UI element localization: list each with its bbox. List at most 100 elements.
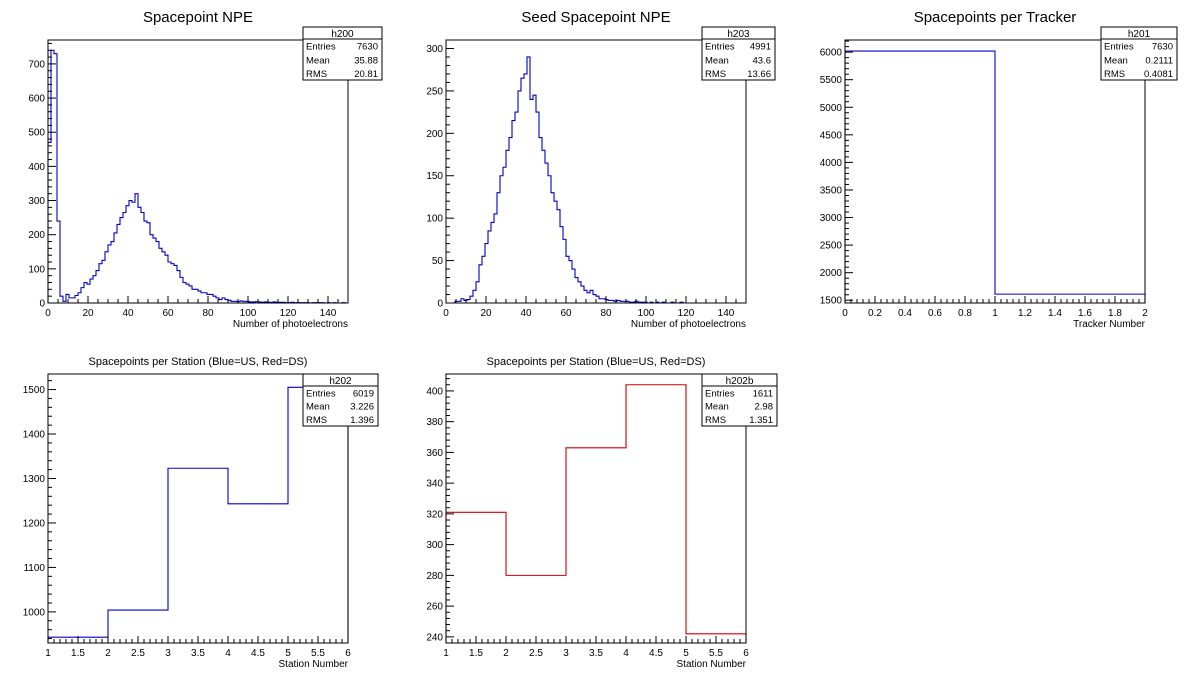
y-tick-label: 300 — [426, 44, 443, 55]
histogram-line — [47, 386, 349, 643]
plot-frame — [445, 373, 747, 644]
y-tick-label: 5000 — [820, 103, 843, 114]
stats-value: 7630 — [357, 42, 378, 53]
x-tick-label: 100 — [240, 308, 257, 319]
x-tick-label: 0 — [45, 308, 51, 319]
y-tick-label: 200 — [426, 129, 443, 140]
stats-label: Entries — [705, 388, 735, 399]
y-tick-label: 0 — [437, 299, 443, 310]
x-tick-label: 60 — [560, 308, 572, 319]
x-tick-label: 2 — [503, 648, 509, 659]
x-tick-label: 0.8 — [958, 308, 972, 319]
stats-label: Mean — [306, 55, 330, 66]
stats-value: 0.2111 — [1145, 55, 1173, 66]
x-tick-label: 0.6 — [928, 308, 942, 319]
y-tick-label: 250 — [426, 86, 443, 97]
y-tick-label: 5500 — [820, 75, 843, 86]
stats-label: Mean — [306, 402, 330, 413]
y-tick-label: 340 — [426, 479, 443, 490]
x-tick-label: 1 — [992, 308, 998, 319]
stats-value: 3.226 — [350, 402, 374, 413]
x-tick-label: 3 — [563, 648, 569, 659]
stats-label: Entries — [705, 42, 735, 53]
x-tick-label: 20 — [82, 308, 94, 319]
stats-histogram-name: h202b — [726, 376, 754, 387]
y-tick-label: 50 — [432, 256, 444, 267]
y-tick-label: 1100 — [23, 563, 45, 574]
stats-box-frame — [701, 373, 778, 427]
y-tick-label: 3000 — [820, 213, 843, 224]
x-tick-label: 0 — [443, 308, 449, 319]
x-tick-label: 4 — [225, 648, 231, 659]
y-tick-label: 400 — [28, 162, 45, 173]
x-tick-label: 140 — [718, 308, 735, 319]
x-tick-label: 6 — [743, 648, 749, 659]
x-tick-label: 80 — [600, 308, 612, 319]
x-tick-label: 6 — [345, 648, 351, 659]
x-tick-label: 1 — [443, 648, 449, 659]
stats-histogram-name: h200 — [331, 29, 354, 40]
y-tick-label: 300 — [28, 196, 45, 207]
x-tick-label: 1.5 — [469, 648, 483, 659]
stats-box: h200 Entries 7630 Mean 35.88 RMS 20.81 — [302, 26, 383, 81]
x-axis-label: Station Number — [279, 659, 349, 670]
stats-label: Entries — [306, 42, 336, 53]
stats-label: RMS — [1104, 69, 1125, 80]
y-tick-label: 1000 — [23, 607, 46, 618]
stats-label: Mean — [1104, 55, 1128, 66]
y-tick-label: 240 — [426, 632, 443, 643]
y-tick-label: 6000 — [820, 48, 843, 59]
stats-value: 1.396 — [350, 415, 374, 426]
stats-value: 20.81 — [354, 69, 378, 80]
chart-title: Spacepoints per Tracker — [914, 9, 1077, 26]
y-tick-label: 360 — [426, 448, 443, 459]
stats-label: RMS — [306, 415, 327, 426]
y-tick-label: 100 — [28, 264, 45, 275]
stats-box: h203 Entries 4991 Mean 43.6 RMS 13.66 — [701, 26, 776, 81]
y-tick-label: 1200 — [23, 518, 46, 529]
histogram-line — [844, 50, 1146, 303]
stats-label: Mean — [705, 55, 729, 66]
x-tick-label: 1.5 — [71, 648, 85, 659]
x-tick-label: 5.5 — [311, 648, 325, 659]
histogram-panel-4: Spacepoints per Station (Blue=US, Red=DS… — [23, 356, 379, 670]
stats-value: 0.4081 — [1144, 69, 1173, 80]
stats-label: Mean — [705, 402, 729, 413]
x-tick-label: 1.8 — [1108, 308, 1122, 319]
stats-box-frame — [302, 373, 379, 427]
x-tick-label: 0.4 — [898, 308, 912, 319]
y-tick-label: 380 — [426, 417, 443, 428]
x-tick-label: 100 — [638, 308, 655, 319]
stats-value: 13.66 — [747, 69, 771, 80]
y-tick-label: 320 — [426, 509, 443, 520]
stats-value: 6019 — [353, 388, 374, 399]
y-tick-label: 2000 — [820, 268, 843, 279]
y-tick-label: 150 — [426, 171, 443, 182]
stats-label: Entries — [1104, 42, 1134, 53]
x-tick-label: 0.2 — [868, 308, 882, 319]
stats-value: 35.88 — [354, 55, 378, 66]
x-tick-label: 40 — [520, 308, 532, 319]
x-tick-label: 2 — [1142, 308, 1148, 319]
chart-title: Seed Spacepoint NPE — [521, 9, 670, 26]
y-tick-label: 4500 — [820, 130, 843, 141]
y-tick-label: 1300 — [23, 474, 46, 485]
stats-value: 43.6 — [753, 55, 772, 66]
chart-title: Spacepoints per Station (Blue=US, Red=DS… — [89, 356, 308, 368]
y-tick-label: 0 — [39, 299, 45, 310]
y-tick-label: 700 — [28, 59, 45, 70]
y-tick-label: 260 — [426, 602, 443, 613]
stats-value: 1611 — [753, 388, 773, 399]
y-tick-label: 1500 — [23, 385, 46, 396]
x-tick-label: 5 — [683, 648, 689, 659]
histogram-line — [446, 56, 746, 304]
y-tick-label: 300 — [426, 540, 443, 551]
histogram-panel-2: Seed Spacepoint NPE 0 20 40 60 80 100 120 140Num… — [426, 9, 776, 330]
x-tick-label: 2.5 — [529, 648, 543, 659]
stats-histogram-name: h203 — [727, 29, 750, 40]
x-tick-label: 1.2 — [1018, 308, 1032, 319]
stats-value: 4991 — [750, 42, 771, 53]
